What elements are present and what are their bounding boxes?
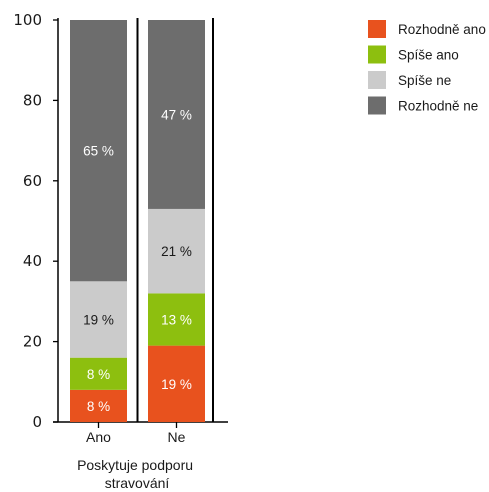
legend-swatch-rozhodne-ano	[368, 20, 386, 38]
bar-ne-spise-ano	[148, 293, 205, 346]
y-tick-label-80: 80	[23, 91, 42, 109]
y-tick-label-60: 60	[23, 172, 42, 190]
legend-label-spise-ne: Spíše ne	[398, 73, 451, 88]
y-tick-label-100: 100	[13, 11, 42, 29]
legend: Rozhodně ano Spíše ano Spíše ne Rozhodně ne	[368, 20, 486, 115]
y-tick-label-0: 0	[32, 413, 42, 431]
bar-ano-rozhodne-ne	[70, 20, 127, 282]
bar-ano-spise-ano	[70, 357, 127, 390]
bar-ano-spise-ne-label: 19 %	[83, 312, 114, 327]
x-axis-title: Poskytuje podporu stravování	[77, 457, 197, 491]
legend-label-rozhodne-ano: Rozhodně ano	[398, 22, 486, 37]
bar-ne-rozhodne-ne	[148, 20, 205, 209]
bar-ne-spise-ne-label: 21 %	[161, 244, 192, 259]
bar-ano-spise-ne	[70, 281, 127, 358]
x-axis-title-line-2: stravování	[105, 475, 170, 491]
bar-ano-rozhodne-ano-label: 8 %	[87, 399, 110, 414]
x-tick-label-ne: Ne	[168, 429, 186, 445]
bar-ano-spise-ano-label: 8 %	[87, 367, 110, 382]
legend-swatch-spise-ne	[368, 71, 386, 89]
legend-label-rozhodne-ne: Rozhodně ne	[398, 99, 478, 114]
x-axis-title-line-1: Poskytuje podporu	[77, 457, 193, 473]
y-tick-label-40: 40	[23, 252, 42, 270]
legend-swatch-spise-ano	[368, 45, 386, 64]
bars: 8 % 8 % 19 % 65 % 19 % 13 % 21 % 47 %	[70, 20, 205, 422]
bar-ano-rozhodne-ne-label: 65 %	[83, 144, 114, 159]
bar-ne-rozhodne-ne-label: 47 %	[161, 107, 192, 122]
legend-swatch-rozhodne-ne	[368, 96, 386, 115]
bar-ne-rozhodne-ano	[148, 345, 205, 422]
bar-ano-rozhodne-ano	[70, 389, 127, 422]
bar-ne-spise-ne	[148, 208, 205, 294]
legend-label-spise-ano: Spíše ano	[398, 48, 459, 63]
bar-ne-spise-ano-label: 13 %	[161, 312, 192, 327]
x-tick-label-ano: Ano	[86, 429, 111, 445]
y-tick-label-20: 20	[23, 333, 42, 351]
bar-ne-rozhodne-ano-label: 19 %	[161, 377, 192, 392]
